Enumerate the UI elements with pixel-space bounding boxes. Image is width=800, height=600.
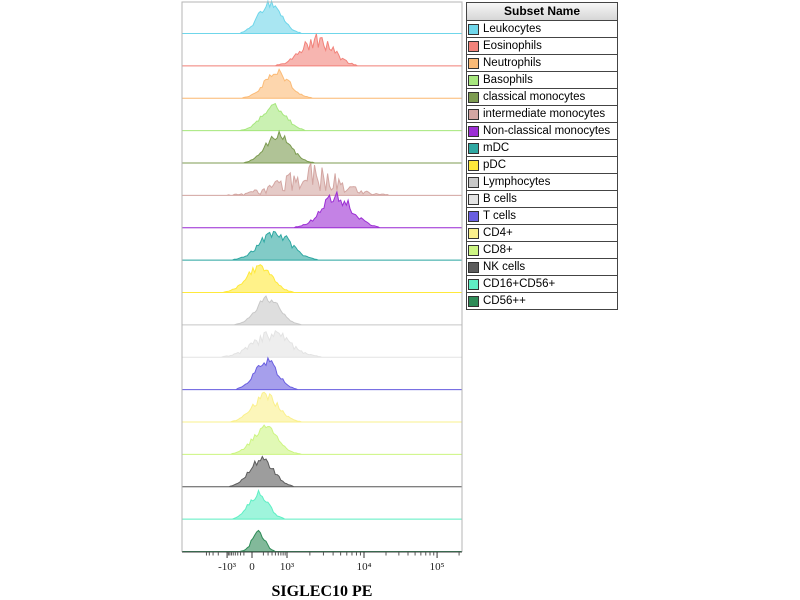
legend-label: Leukocytes bbox=[483, 23, 542, 35]
x-axis: -10³ 0 10³ 10⁴ 10⁵ bbox=[182, 551, 462, 573]
legend-swatch-eosinophils bbox=[468, 40, 479, 52]
histogram-cd4 bbox=[182, 391, 462, 423]
legend-label: Basophils bbox=[483, 74, 533, 86]
legend-label: pDC bbox=[483, 159, 507, 171]
x-tick-label: 10⁵ bbox=[430, 561, 445, 573]
legend-row-cd56: CD56++ bbox=[467, 293, 617, 309]
legend-label: Neutrophils bbox=[483, 57, 542, 69]
legend-label: CD8+ bbox=[483, 244, 513, 256]
histogram-classical-monocytes bbox=[182, 129, 462, 164]
histogram-mdc bbox=[182, 230, 462, 261]
histogram-cd8 bbox=[182, 424, 462, 455]
legend-swatch-intermediate-monocytes bbox=[468, 108, 479, 120]
x-axis-title: SIGLEC10 PE bbox=[272, 583, 373, 600]
legend-label: Eosinophils bbox=[483, 40, 542, 52]
histogram-b-cells bbox=[182, 329, 462, 358]
legend-swatch-cd4 bbox=[468, 227, 479, 239]
histogram-t-cells bbox=[182, 356, 462, 391]
legend-row-cd16-cd56: CD16+CD56+ bbox=[467, 276, 617, 293]
legend-row-t-cells: T cells bbox=[467, 208, 617, 225]
legend-row-cd8: CD8+ bbox=[467, 242, 617, 259]
legend-label: B cells bbox=[483, 193, 517, 205]
legend-row-intermediate-monocytes: intermediate monocytes bbox=[467, 106, 617, 123]
histogram-leukocytes bbox=[182, 0, 462, 34]
legend-table: Subset Name Leukocytes Eosinophils Neutrop… bbox=[466, 2, 618, 310]
legend-swatch-lymphocytes bbox=[468, 176, 479, 188]
legend-swatch-pdc bbox=[468, 159, 479, 171]
legend-row-b-cells: B cells bbox=[467, 191, 617, 208]
legend-row-classical-monocytes: classical monocytes bbox=[467, 89, 617, 106]
legend-swatch-nk-cells bbox=[468, 261, 479, 273]
legend-swatch-neutrophils bbox=[468, 57, 479, 69]
legend-row-pdc: pDC bbox=[467, 157, 617, 174]
legend-rows: Leukocytes Eosinophils Neutrophils Basophil… bbox=[467, 21, 617, 309]
legend-swatch-leukocytes bbox=[468, 23, 479, 35]
legend-row-neutrophils: Neutrophils bbox=[467, 55, 617, 72]
histogram-non-classical-monocytes bbox=[182, 190, 462, 229]
histogram-rows bbox=[182, 0, 462, 552]
legend-row-lymphocytes: Lymphocytes bbox=[467, 174, 617, 191]
legend-row-non-classical-monocytes: Non-classical monocytes bbox=[467, 123, 617, 140]
legend-label: CD16+CD56+ bbox=[483, 278, 556, 290]
legend-row-basophils: Basophils bbox=[467, 72, 617, 89]
x-tick-label: -10³ bbox=[218, 561, 237, 573]
legend-label: CD4+ bbox=[483, 227, 513, 239]
histogram-cd16-cd56 bbox=[182, 488, 462, 520]
legend-row-leukocytes: Leukocytes bbox=[467, 21, 617, 38]
plot-border bbox=[181, 1, 463, 552]
legend-label: Non-classical monocytes bbox=[483, 125, 611, 137]
legend-label: NK cells bbox=[483, 261, 526, 273]
legend-swatch-cd16-cd56 bbox=[468, 278, 479, 290]
legend-swatch-non-classical-monocytes bbox=[468, 125, 479, 137]
histogram-intermediate-monocytes bbox=[182, 163, 462, 197]
x-tick-label: 10³ bbox=[280, 561, 295, 573]
x-tick-label: 10⁴ bbox=[357, 561, 372, 573]
legend-label: mDC bbox=[483, 142, 510, 154]
x-tick-label: 0 bbox=[249, 561, 255, 573]
legend-label: T cells bbox=[483, 210, 517, 222]
histogram-basophils bbox=[182, 102, 462, 132]
histogram-cd56 bbox=[182, 529, 462, 552]
legend-swatch-cd8 bbox=[468, 244, 479, 256]
histogram-eosinophils bbox=[182, 33, 462, 67]
legend-swatch-cd56 bbox=[468, 295, 479, 307]
legend-swatch-t-cells bbox=[468, 210, 479, 222]
histogram-pdc bbox=[182, 264, 462, 293]
histogram-neutrophils bbox=[182, 68, 462, 99]
legend-label: classical monocytes bbox=[483, 91, 586, 103]
histogram-nk-cells bbox=[182, 455, 462, 488]
legend-swatch-b-cells bbox=[468, 193, 479, 205]
legend-label: Lymphocytes bbox=[483, 176, 551, 188]
legend-row-eosinophils: Eosinophils bbox=[467, 38, 617, 55]
legend-swatch-classical-monocytes bbox=[468, 91, 479, 103]
legend-row-nk-cells: NK cells bbox=[467, 259, 617, 276]
legend-row-cd4: CD4+ bbox=[467, 225, 617, 242]
legend-swatch-basophils bbox=[468, 74, 479, 86]
legend-label: intermediate monocytes bbox=[483, 108, 606, 120]
legend-swatch-mdc bbox=[468, 142, 479, 154]
histogram-lymphocytes bbox=[182, 295, 462, 326]
legend-header: Subset Name bbox=[467, 3, 617, 21]
legend-row-mdc: mDC bbox=[467, 140, 617, 157]
legend-label: CD56++ bbox=[483, 295, 526, 307]
